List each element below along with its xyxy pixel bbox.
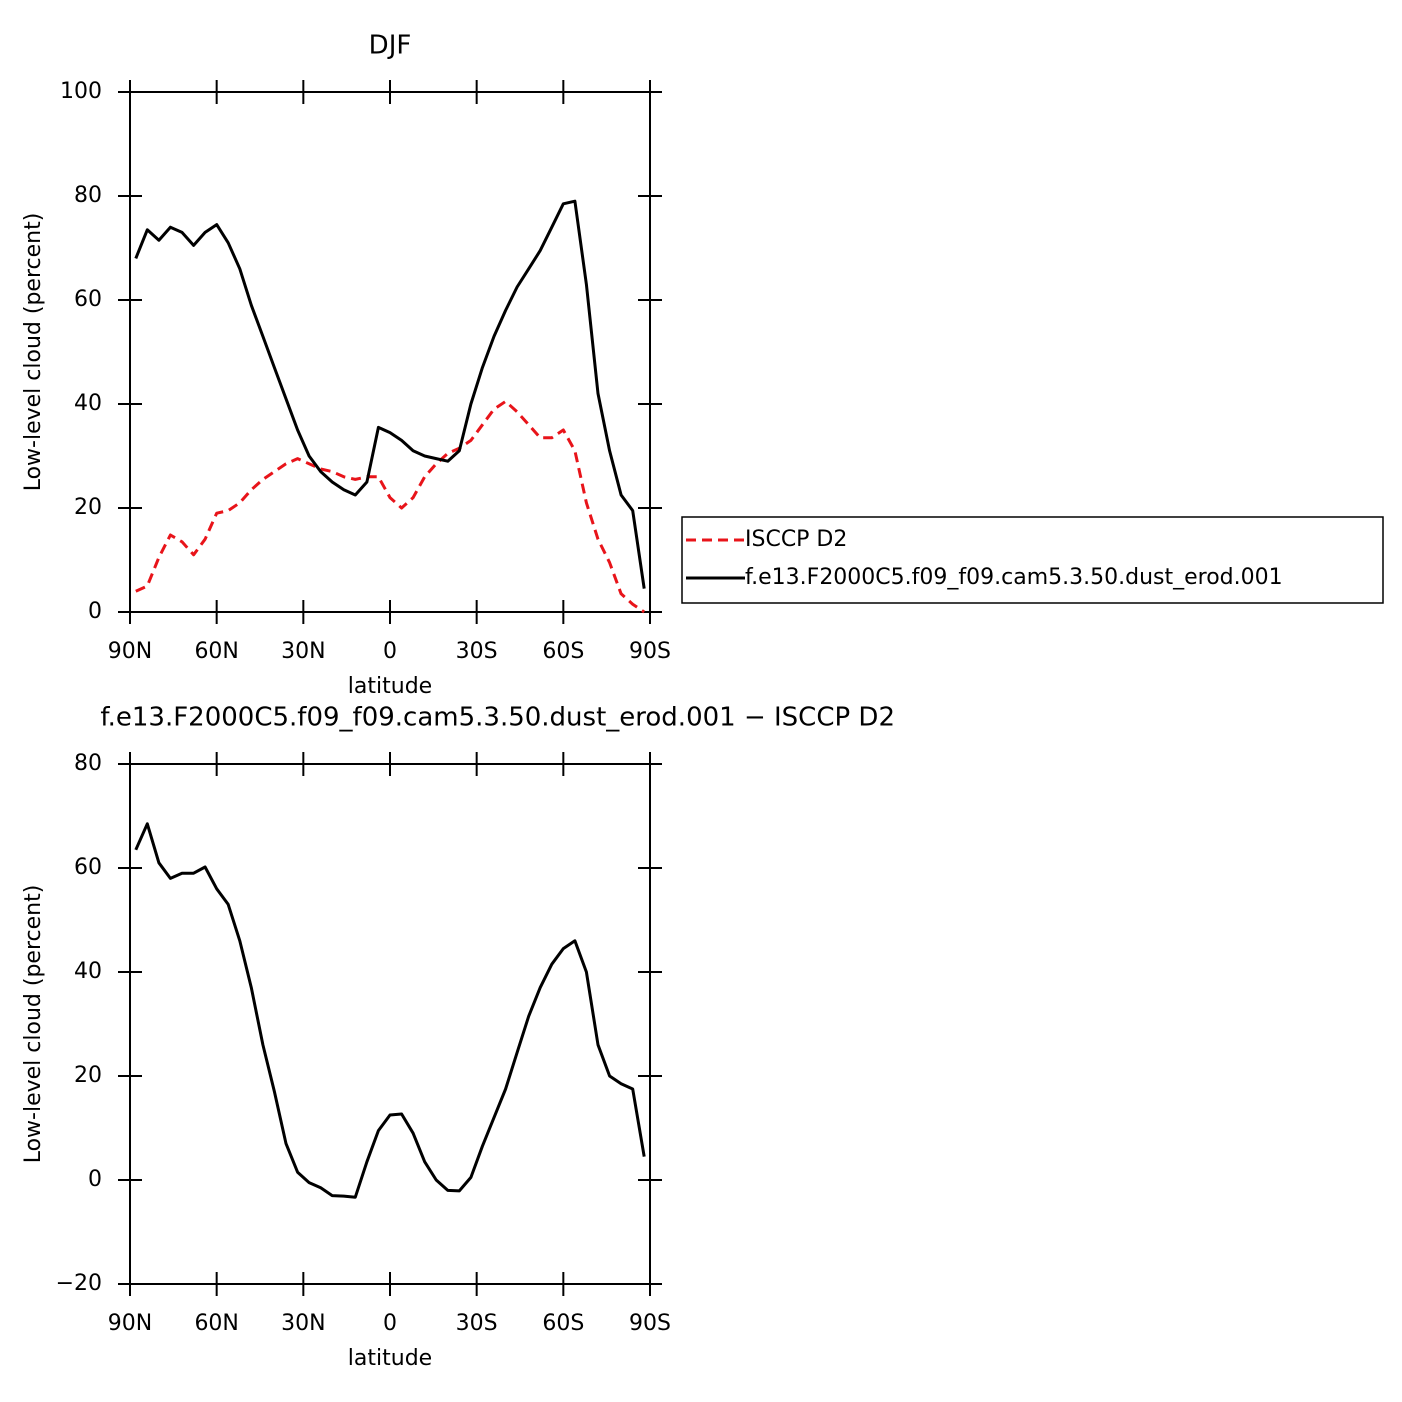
y-tick-label: 60 [74, 855, 102, 880]
y-tick-label: 40 [74, 959, 102, 984]
x-tick-label: 90S [629, 639, 671, 664]
y-axis-label: Low-level cloud (percent) [21, 213, 46, 492]
x-axis-label: latitude [348, 674, 432, 699]
x-tick-label: 90N [108, 1311, 152, 1336]
chart-title: f.e13.F2000C5.f09_f09.cam5.3.50.dust_ero… [100, 703, 895, 733]
x-tick-label: 30N [281, 1311, 325, 1336]
x-tick-label: 60N [194, 639, 238, 664]
data-line [134, 822, 646, 1199]
y-tick-label: 100 [60, 79, 102, 104]
y-tick-label: 80 [74, 751, 102, 776]
y-tick-label: 0 [88, 599, 102, 624]
y-tick-label: 60 [74, 287, 102, 312]
y-tick-label: 20 [74, 495, 102, 520]
y-axis-label: Low-level cloud (percent) [21, 885, 46, 1164]
x-tick-label: 60S [542, 1311, 584, 1336]
legend-label: f.e13.F2000C5.f09_f09.cam5.3.50.dust_ero… [745, 565, 1283, 590]
y-tick-label: 80 [74, 183, 102, 208]
x-axis-label: latitude [348, 1346, 432, 1371]
x-tick-label: 60S [542, 639, 584, 664]
plot-frame [129, 91, 651, 613]
legend-label: ISCCP D2 [745, 527, 847, 552]
data-line [134, 199, 646, 589]
x-tick-label: 30S [456, 639, 498, 664]
y-tick-label: 0 [88, 1167, 102, 1192]
x-tick-label: 0 [383, 639, 397, 664]
x-tick-label: 30N [281, 639, 325, 664]
x-tick-label: 30S [456, 1311, 498, 1336]
y-tick-label: 20 [74, 1063, 102, 1088]
x-tick-label: 0 [383, 1311, 397, 1336]
x-tick-label: 90S [629, 1311, 671, 1336]
chart-title: DJF [369, 31, 412, 61]
x-tick-label: 90N [108, 639, 152, 664]
legend-box [681, 516, 1384, 604]
y-tick-label: 40 [74, 391, 102, 416]
x-tick-label: 60N [194, 1311, 238, 1336]
y-tick-label: −20 [56, 1271, 102, 1296]
data-line [135, 399, 646, 614]
plot-frame [129, 763, 651, 1285]
